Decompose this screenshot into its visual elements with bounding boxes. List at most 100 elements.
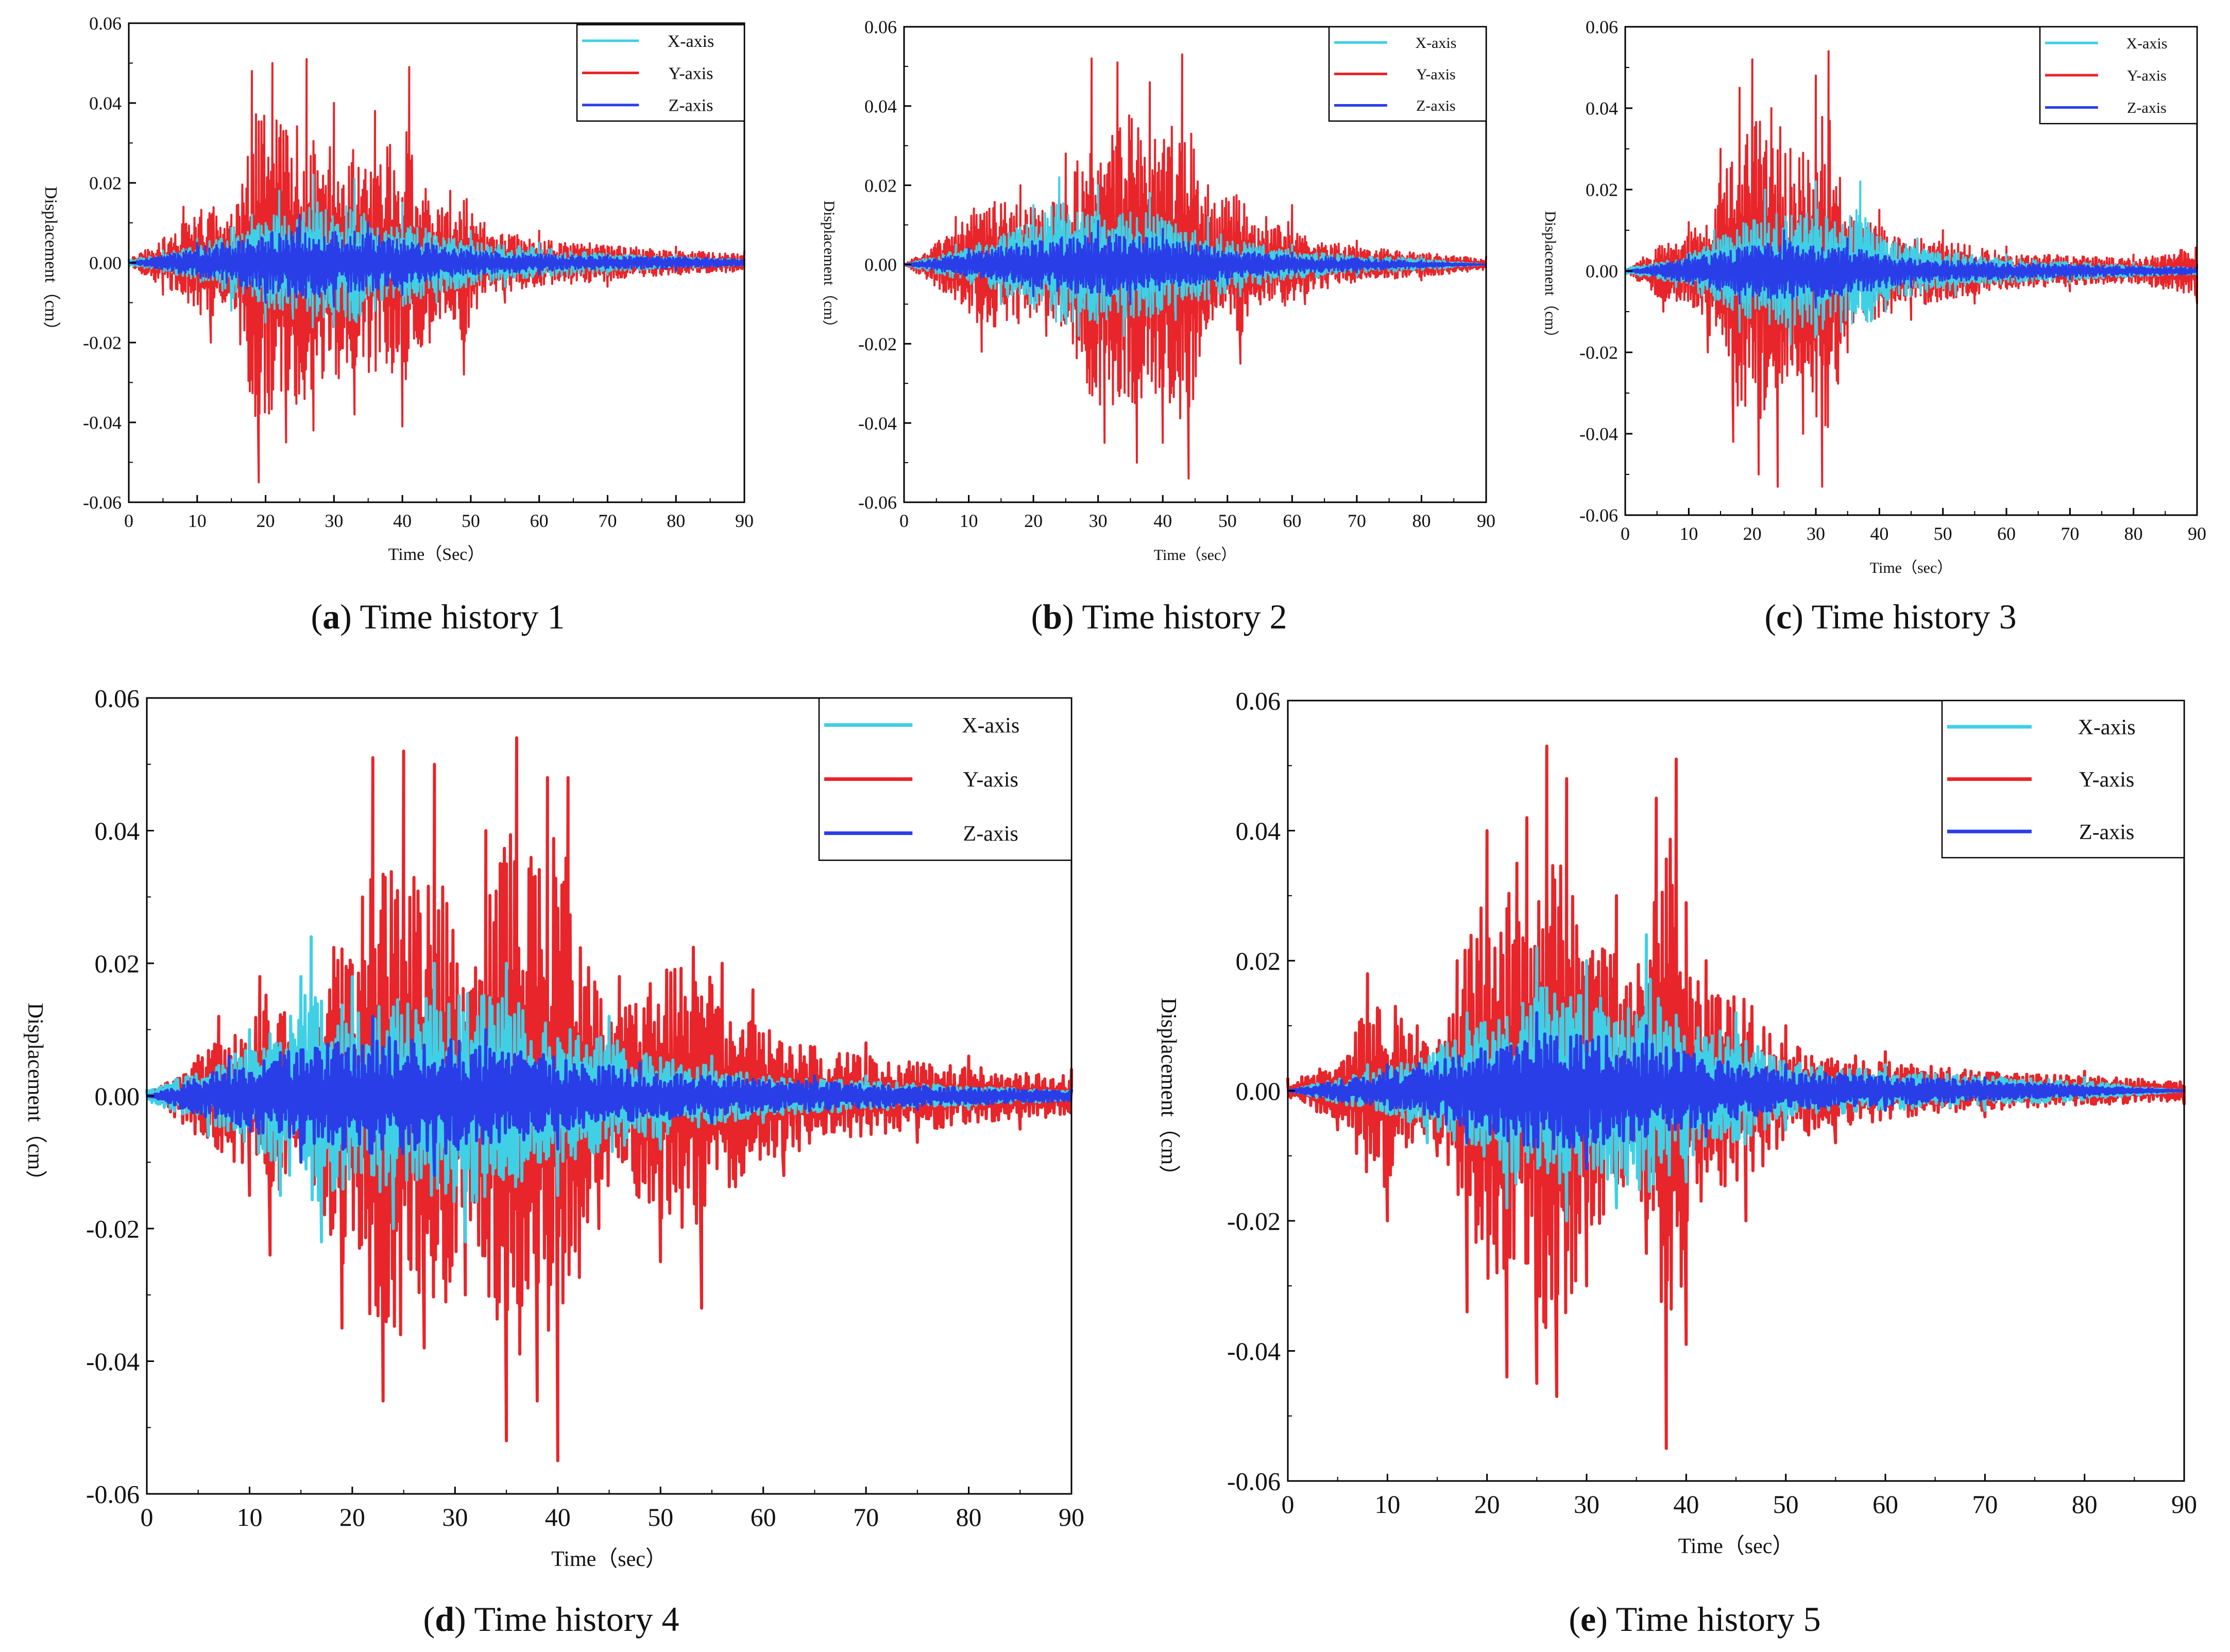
caption-letter: d [435, 1599, 455, 1639]
x-axis-label: Time（sec） [1678, 1535, 1794, 1558]
caption-text: Time history 1 [360, 597, 565, 636]
y-tick-label: -0.02 [83, 333, 122, 353]
x-tick-label: 40 [1673, 1490, 1699, 1519]
legend-label: Y-axis [669, 64, 713, 83]
y-tick-label: 0.04 [95, 816, 140, 845]
chart-a: 0 10 20 30 40 50 60 70 80 90 -0.06 -0.04 -0.02 0.00 0.… [41, 13, 754, 564]
y-tick-label: 0.02 [1236, 947, 1281, 976]
chart-b: 0 10 20 30 40 50 60 70 80 90 -0.06 -0.04 -0.02 0.00 0.… [821, 17, 1495, 564]
y-tick-label: -0.04 [1579, 424, 1618, 445]
x-tick-label: 70 [853, 1503, 879, 1531]
y-axis-label: Displacement（cm） [821, 200, 838, 335]
y-tick-label: 0.06 [89, 13, 122, 34]
y-tick-label: 0.04 [1236, 816, 1281, 845]
x-tick-label: 60 [530, 510, 549, 531]
x-tick-label: 50 [1218, 510, 1237, 531]
panel-b: 0 10 20 30 40 50 60 70 80 90 -0.06 -0.04 -0.02 0.00 0.… [793, 0, 1514, 587]
x-tick-label: 70 [1972, 1490, 1998, 1519]
x-tick-label: 70 [598, 510, 617, 531]
y-tick-label: 0.00 [89, 253, 122, 274]
x-tick-label: 30 [1574, 1490, 1599, 1519]
x-tick-label: 50 [1773, 1490, 1799, 1519]
series-line-z-axis [1625, 229, 2198, 309]
y-axis-label: Displacement（cm） [1156, 998, 1180, 1186]
y-tick-label: 0.02 [1586, 180, 1618, 200]
legend-label: Z-axis [2079, 821, 2134, 844]
y-tick-label: -0.04 [86, 1347, 140, 1376]
legend-label: Z-axis [1416, 97, 1456, 114]
series-line-z-axis [1287, 1011, 2185, 1170]
x-tick-label: 40 [545, 1503, 571, 1531]
x-tick-label: 80 [2072, 1490, 2098, 1519]
x-tick-label: 40 [393, 510, 412, 531]
caption-e: (e) Time history 5 [1569, 1599, 1821, 1639]
legend-label: Z-axis [669, 96, 713, 115]
x-axis-label: Time（Sec） [388, 544, 485, 564]
x-tick-label: 0 [1621, 523, 1630, 544]
x-tick-label: 90 [1059, 1503, 1084, 1531]
x-tick-label: 60 [1283, 510, 1301, 531]
y-tick-label: 0.04 [864, 96, 897, 116]
x-tick-label: 10 [1374, 1490, 1400, 1519]
y-tick-label: 0.06 [1236, 687, 1281, 716]
y-tick-label: -0.06 [1227, 1467, 1281, 1496]
chart-c: 0 10 20 30 40 50 60 70 80 90 -0.06 -0.04 -0.02 0.00 0.… [1542, 17, 2206, 576]
panel-c: 0 10 20 30 40 50 60 70 80 90 -0.06 -0.04 -0.02 0.00 0.… [1514, 0, 2225, 587]
y-tick-label: -0.06 [83, 492, 122, 513]
y-tick-label: 0.00 [864, 254, 897, 275]
x-tick-label: 30 [325, 510, 343, 531]
legend-label: Z-axis [963, 822, 1018, 846]
y-tick-label: -0.04 [1227, 1337, 1281, 1366]
panel-d: 0 10 20 30 40 50 60 70 80 90 -0.06 -0.04 -0.02 0.00 0.… [0, 670, 1102, 1587]
y-tick-label: 0.00 [1236, 1077, 1281, 1105]
x-tick-label: 70 [2061, 523, 2079, 544]
x-axis-label: Time（sec） [551, 1547, 667, 1571]
x-tick-label: 20 [1474, 1490, 1500, 1519]
x-tick-label: 60 [751, 1503, 776, 1531]
y-axis-label: Displacement（cm） [23, 1003, 47, 1191]
x-tick-label: 10 [188, 510, 207, 531]
x-tick-label: 10 [236, 1503, 262, 1531]
x-tick-label: 30 [1807, 523, 1825, 544]
x-tick-label: 30 [1089, 510, 1108, 531]
x-tick-label: 0 [899, 510, 909, 531]
caption-text: Time history 5 [1615, 1599, 1821, 1639]
x-tick-label: 70 [1348, 510, 1366, 531]
y-tick-label: -0.02 [1227, 1207, 1281, 1236]
y-tick-label: 0.00 [95, 1082, 140, 1111]
y-axis-label: Displacement（cm） [1542, 211, 1559, 346]
panel-e: 0 10 20 30 40 50 60 70 80 90 -0.06 -0.04 -0.02 0.00 0.… [1133, 670, 2225, 1587]
x-tick-label: 40 [1153, 510, 1172, 531]
y-tick-label: 0.04 [89, 93, 122, 114]
x-tick-label: 50 [1934, 523, 1952, 544]
y-tick-label: -0.06 [1579, 505, 1618, 526]
x-tick-label: 20 [257, 510, 275, 531]
caption-c: (c) Time history 3 [1764, 597, 2017, 636]
caption-letter: a [322, 597, 341, 636]
x-tick-label: 20 [339, 1503, 365, 1531]
y-tick-label: -0.02 [86, 1215, 140, 1244]
legend-label: Y-axis [2079, 768, 2134, 792]
chart-e: 0 10 20 30 40 50 60 70 80 90 -0.06 -0.04 -0.02 0.00 0.… [1156, 687, 2197, 1559]
y-axis-label: Displacement（cm） [41, 186, 61, 339]
caption-text: Time history 2 [1082, 597, 1287, 636]
x-tick-label: 60 [1997, 523, 2016, 544]
legend-label: X-axis [668, 32, 714, 51]
legend-label: X-axis [1415, 35, 1456, 52]
x-tick-label: 90 [1477, 510, 1495, 531]
series-line-z-axis [128, 214, 745, 308]
y-tick-label: 0.06 [864, 17, 897, 38]
y-tick-label: -0.04 [83, 413, 122, 433]
x-tick-label: 50 [648, 1503, 673, 1531]
caption-b: (b) Time history 2 [1031, 597, 1287, 636]
x-tick-label: 90 [2171, 1490, 2197, 1519]
y-tick-label: 0.06 [1586, 17, 1618, 38]
legend-label: Y-axis [963, 768, 1018, 792]
x-tick-label: 80 [956, 1503, 982, 1531]
series-line-z-axis [904, 219, 1487, 305]
x-tick-label: 0 [1282, 1490, 1295, 1519]
legend-label: Y-axis [2127, 67, 2167, 84]
x-tick-label: 60 [1872, 1490, 1898, 1519]
series-line-y-axis [1624, 50, 2198, 488]
y-tick-label: 0.02 [89, 173, 122, 194]
